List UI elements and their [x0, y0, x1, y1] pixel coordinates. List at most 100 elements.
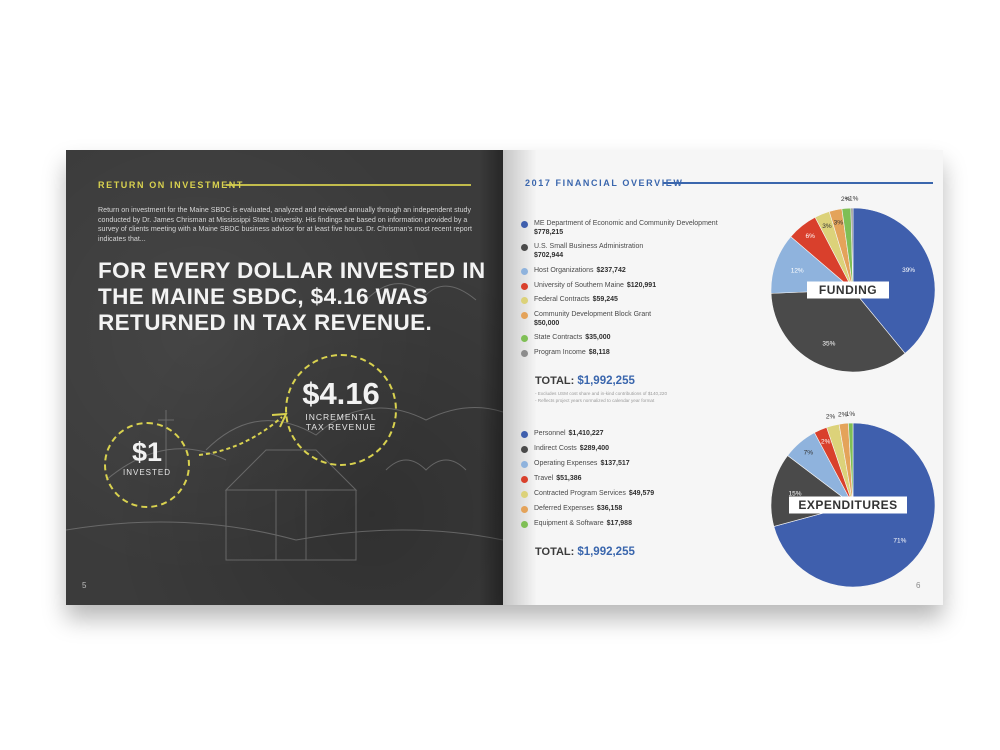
- legend-item: Federal Contracts $59,245: [521, 296, 731, 305]
- funding-notes: - Excludes USM cost share and in-kind co…: [535, 391, 667, 404]
- legend-swatch: [521, 505, 528, 513]
- roi-title-rule: [226, 184, 471, 186]
- legend-swatch: [521, 267, 528, 275]
- tax-revenue-circle: $4.16 INCREMENTAL TAX REVENUE: [285, 354, 397, 466]
- pie-slice-label: 2%: [841, 196, 851, 203]
- pie-slice-label: 2%: [826, 414, 836, 421]
- pie-slice-label: 3%: [822, 223, 832, 230]
- pie-title: EXPENDITURES: [798, 498, 897, 512]
- legend-item: Community Development Block Grant $50,000: [521, 311, 731, 328]
- legend-item: Program Income $8,118: [521, 349, 731, 358]
- legend-item: Equipment & Software $17,988: [521, 520, 731, 529]
- invested-amount: $1: [131, 437, 163, 467]
- legend-name: Contracted Program Services: [534, 489, 626, 497]
- legend-value: $59,245: [592, 296, 618, 304]
- pie-slice-label: 15%: [789, 490, 802, 497]
- legend-item: Travel $51,386: [521, 475, 731, 484]
- pie-title-box: [789, 496, 907, 514]
- tax-revenue-label-2: TAX REVENUE: [305, 422, 377, 432]
- pie-slice-label: 2%: [838, 411, 848, 418]
- pie-title: FUNDING: [819, 283, 877, 297]
- legend-swatch: [521, 520, 528, 528]
- pie-slice: [850, 207, 854, 291]
- pie-slice-label: 12%: [791, 267, 804, 274]
- legend-item: Indirect Costs $289,400: [521, 445, 731, 454]
- legend-item: State Contracts $35,000: [521, 334, 731, 343]
- pie-slice-label: 39%: [902, 267, 915, 274]
- tax-revenue-amount: $4.16: [302, 376, 380, 411]
- legend-item: Deferred Expenses $36,158: [521, 505, 731, 514]
- pie-slice-label: <1%: [845, 196, 858, 203]
- expenditures-total-value: $1,992,255: [577, 546, 635, 558]
- legend-swatch: [521, 335, 528, 343]
- legend-swatch: [521, 490, 528, 498]
- legend-swatch: [521, 312, 528, 320]
- legend-swatch: [521, 445, 528, 453]
- pie-slice-label: 2%: [821, 438, 831, 445]
- legend-name: Equipment & Software: [534, 519, 604, 527]
- legend-name: Federal Contracts: [534, 296, 590, 304]
- funding-total-value: $1,992,255: [577, 375, 635, 387]
- financial-title-rule: [663, 182, 933, 184]
- funding-note-1: - Excludes USM cost share and in-kind co…: [535, 391, 668, 396]
- legend-name: Community Development Block Grant: [534, 311, 652, 319]
- left-gutter-shadow: [479, 150, 503, 605]
- right-page: 2017 FINANCIAL OVERVIEW ME Department of…: [503, 150, 943, 605]
- legend-swatch: [521, 350, 528, 358]
- legend-item: Contracted Program Services $49,579: [521, 490, 731, 499]
- pie-slice: [770, 289, 906, 373]
- legend-swatch: [521, 221, 528, 228]
- funding-total: TOTAL: $1,992,255: [535, 375, 635, 387]
- legend-value: $17,988: [606, 519, 632, 527]
- funding-legend: ME Department of Economic and Community …: [521, 220, 731, 364]
- funding-total-label: TOTAL:: [535, 375, 575, 387]
- legend-name: Host Organizations: [534, 266, 594, 274]
- invested-label: INVESTED: [122, 468, 171, 477]
- expenditures-total: TOTAL: $1,992,255: [535, 546, 635, 558]
- legend-item: U.S. Small Business Administration $702,9…: [521, 243, 731, 260]
- legend-name: Program Income: [534, 349, 586, 357]
- page-number-left: 5: [82, 581, 87, 590]
- pie-slice: [852, 207, 936, 354]
- right-gutter-shadow: [503, 150, 537, 605]
- legend-name: Personnel: [534, 430, 566, 437]
- legend-value: $778,215: [534, 228, 564, 236]
- legend-value: $237,742: [596, 266, 626, 274]
- pie-slice-label: 35%: [822, 341, 835, 348]
- legend-name: ME Department of Economic and Community …: [534, 220, 718, 227]
- pie-title-box: [807, 281, 889, 299]
- legend-value: $289,400: [579, 444, 609, 452]
- legend-name: Indirect Costs: [534, 444, 577, 452]
- legend-value: $8,118: [588, 349, 610, 357]
- expenditures-legend: Personnel $1,410,227 Indirect Costs $289,40…: [521, 430, 731, 535]
- expenditures-total-label: TOTAL:: [535, 546, 575, 558]
- legend-value: $120,991: [626, 281, 657, 289]
- legend-item: University of Southern Maine $120,991: [521, 282, 731, 291]
- legend-name: U.S. Small Business Administration: [534, 243, 644, 251]
- roi-headline: FOR EVERY DOLLAR INVESTED IN THE MAINE S…: [98, 258, 486, 335]
- legend-value: $702,944: [534, 251, 564, 259]
- legend-value: $50,000: [534, 319, 560, 327]
- legend-value: $35,000: [585, 334, 611, 342]
- financial-overview-title: 2017 FINANCIAL OVERVIEW: [525, 178, 684, 188]
- legend-swatch: [521, 244, 528, 252]
- legend-name: Travel: [534, 474, 554, 482]
- pie-chart-funding: 39% 35% 12% 6% 3%3% 2%<1% FUNDING: [770, 196, 936, 373]
- legend-swatch: [521, 475, 528, 483]
- legend-swatch: [521, 297, 528, 305]
- legend-name: State Contracts: [534, 334, 583, 342]
- legend-item: Operating Expenses $137,517: [521, 460, 731, 469]
- legend-swatch: [521, 431, 528, 438]
- legend-value: $51,386: [556, 474, 582, 482]
- legend-item: Personnel $1,410,227: [521, 430, 731, 439]
- legend-name: Operating Expenses: [534, 459, 598, 467]
- legend-swatch: [521, 460, 528, 468]
- legend-swatch: [521, 282, 528, 290]
- pie-slice-label: 71%: [893, 538, 906, 545]
- legend-value: $49,579: [628, 489, 655, 497]
- legend-item: Host Organizations $237,742: [521, 267, 731, 276]
- pie-slice-label: 6%: [805, 233, 815, 240]
- legend-value: $36,158: [596, 504, 623, 512]
- funding-note-2: - Reflects project years normalized to c…: [535, 397, 655, 403]
- page-number-right: 6: [916, 581, 921, 590]
